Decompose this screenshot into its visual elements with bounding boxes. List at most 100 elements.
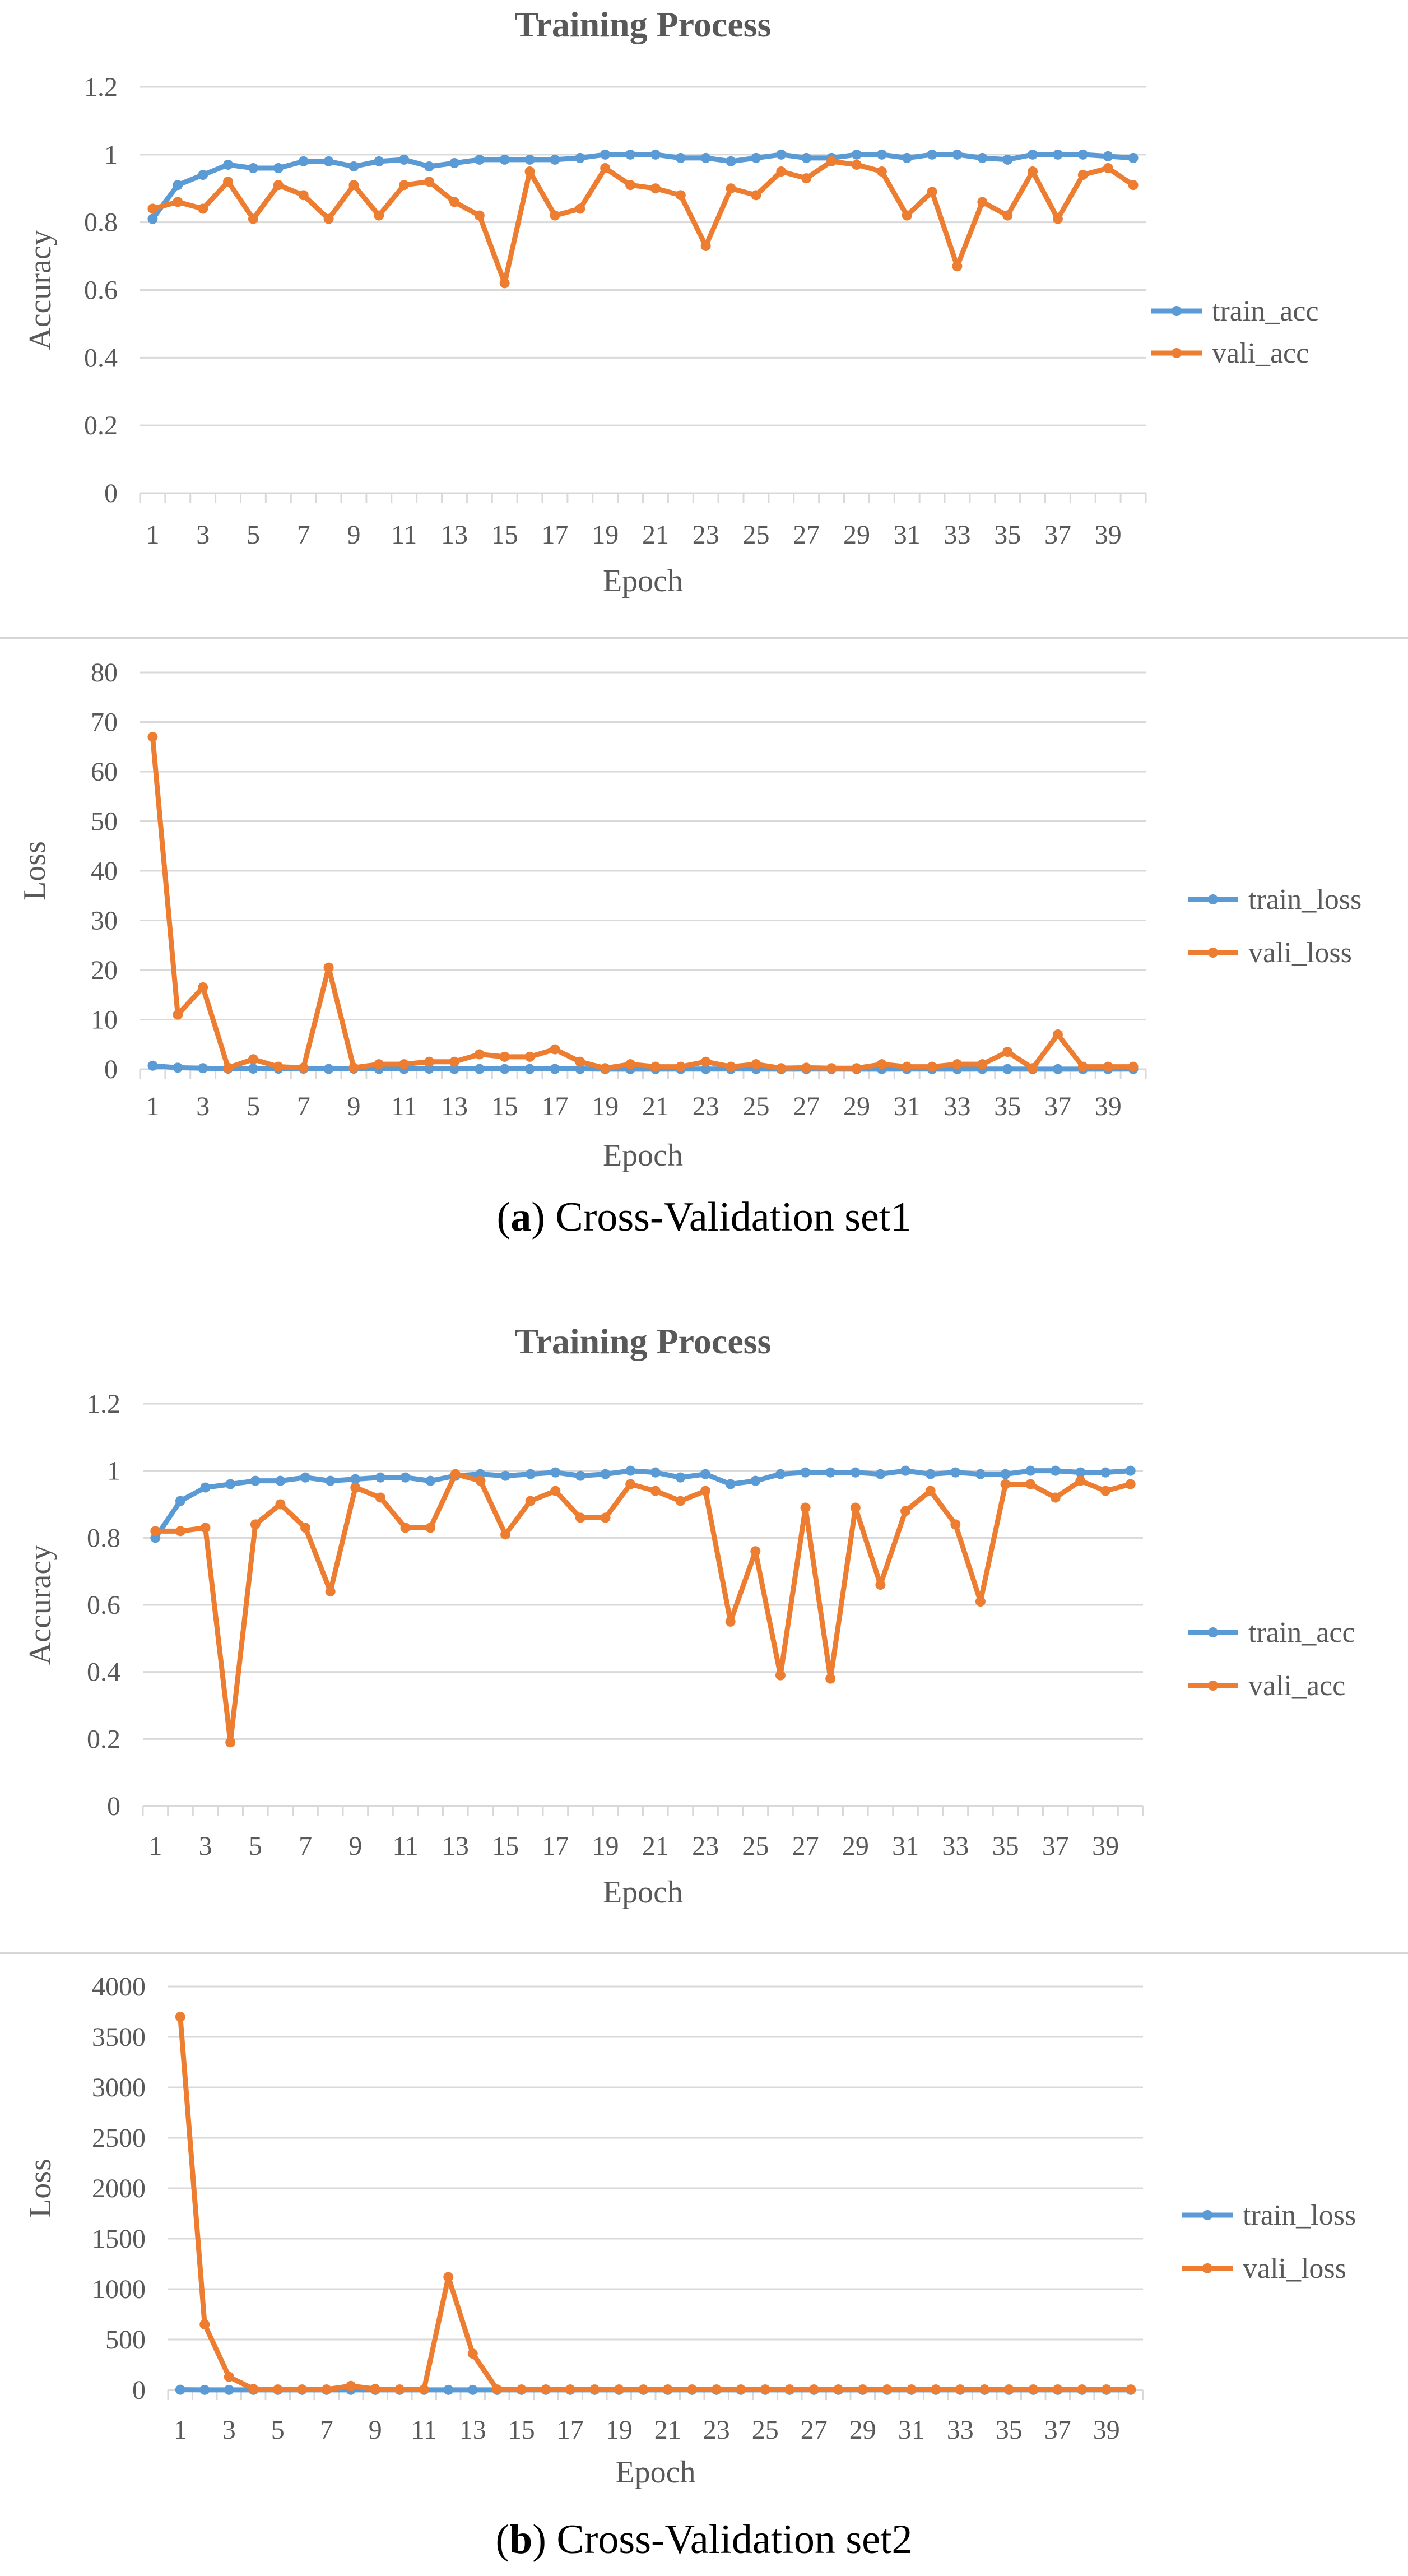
data-point: [875, 1580, 886, 1590]
data-point: [600, 1512, 611, 1523]
data-point: [147, 1060, 158, 1071]
legend-marker: [1208, 1627, 1218, 1637]
caption-b: (b) Cross-Validation set2: [495, 2517, 913, 2563]
x-tick-label: 7: [297, 1092, 310, 1121]
data-point: [424, 1064, 435, 1074]
data-point: [726, 156, 736, 166]
y-tick-label: 3500: [92, 2022, 146, 2052]
data-point: [950, 1519, 961, 1530]
legend-marker: [1208, 948, 1218, 958]
data-point: [900, 1506, 911, 1516]
data-point: [975, 1596, 986, 1607]
data-point: [1002, 210, 1013, 221]
data-point: [321, 2384, 332, 2395]
x-tick-label: 21: [642, 520, 669, 550]
data-point: [225, 1737, 236, 1748]
x-tick-label: 7: [297, 520, 310, 550]
data-point: [450, 1469, 461, 1479]
data-point: [675, 1496, 686, 1506]
data-point: [700, 240, 711, 251]
x-tick-label: 31: [894, 1092, 921, 1121]
data-point: [826, 156, 837, 166]
x-tick-label: 5: [249, 1831, 262, 1861]
x-tick-label: 33: [942, 1831, 969, 1861]
x-tick-label: 11: [392, 1831, 418, 1861]
data-point: [902, 210, 912, 221]
x-tick-label: 37: [1044, 520, 1071, 550]
x-tick-label: 15: [491, 1092, 518, 1121]
legend-marker: [1202, 2210, 1212, 2220]
x-tick-label: 11: [391, 1092, 417, 1121]
x-tick-label: 3: [222, 2415, 236, 2445]
data-point: [449, 157, 459, 168]
data-point: [851, 159, 862, 170]
x-tick-label: 35: [994, 1092, 1021, 1121]
data-point: [348, 161, 359, 171]
chart-title: Training Process: [514, 4, 771, 44]
caption-b-text: Cross-Validation set2: [556, 2517, 913, 2563]
y-tick-label: 20: [91, 955, 118, 985]
y-tick-label: 0: [107, 1791, 120, 1821]
data-point: [298, 190, 309, 201]
data-point: [500, 1470, 511, 1481]
panel-divider-1: [0, 637, 1408, 639]
x-tick-label: 13: [441, 520, 468, 550]
data-point: [600, 163, 611, 173]
data-point: [902, 1061, 912, 1072]
data-point: [751, 1059, 761, 1070]
data-point: [952, 149, 963, 160]
legend-label: vali_loss: [1243, 2253, 1346, 2285]
data-point: [323, 962, 334, 973]
x-tick-label: 33: [944, 1092, 970, 1121]
data-point: [424, 161, 435, 171]
data-point: [198, 982, 208, 992]
data-point: [248, 213, 258, 224]
data-point: [199, 2384, 210, 2395]
data-point: [273, 1061, 284, 1072]
series-line: [150, 736, 1133, 1071]
data-point: [298, 156, 309, 166]
data-point: [950, 1467, 961, 1478]
data-point: [1052, 213, 1063, 224]
data-point: [700, 1469, 711, 1479]
x-tick-label: 25: [742, 1092, 769, 1121]
data-point: [650, 149, 661, 160]
y-tick-label: 0.6: [84, 276, 118, 305]
data-point: [1052, 149, 1063, 160]
x-tick-label: 15: [508, 2415, 535, 2445]
y-tick-label: 1.2: [87, 1389, 120, 1419]
data-point: [419, 2384, 429, 2395]
data-point: [524, 166, 535, 177]
data-point: [524, 154, 535, 165]
data-point: [575, 203, 585, 214]
data-point: [977, 152, 988, 163]
data-point: [1025, 1465, 1036, 1476]
data-point: [275, 1475, 286, 1486]
data-point: [575, 1056, 585, 1067]
data-point: [550, 154, 560, 165]
data-point: [394, 2384, 405, 2395]
legend-item: vali_loss: [1182, 2253, 1346, 2285]
data-point: [565, 2384, 575, 2395]
y-tick-label: 500: [105, 2325, 146, 2355]
data-point: [175, 2384, 185, 2395]
data-point: [700, 1486, 711, 1496]
data-point: [1003, 2384, 1014, 2395]
data-point: [675, 1061, 686, 1072]
data-point: [955, 2384, 965, 2395]
data-point: [1002, 154, 1013, 165]
data-point: [662, 2384, 673, 2395]
x-tick-label: 13: [459, 2415, 486, 2445]
data-point: [173, 197, 183, 207]
data-point: [650, 1061, 661, 1072]
data-point: [1028, 149, 1038, 160]
x-tick-label: 35: [994, 520, 1021, 550]
data-point: [524, 1051, 535, 1062]
panel-divider-2: [0, 1952, 1408, 1954]
data-point: [474, 154, 485, 165]
data-point: [323, 1064, 334, 1074]
data-point: [524, 1064, 535, 1074]
data-point: [375, 1472, 385, 1483]
data-point: [675, 152, 686, 163]
legend-item: train_acc: [1188, 1617, 1355, 1649]
